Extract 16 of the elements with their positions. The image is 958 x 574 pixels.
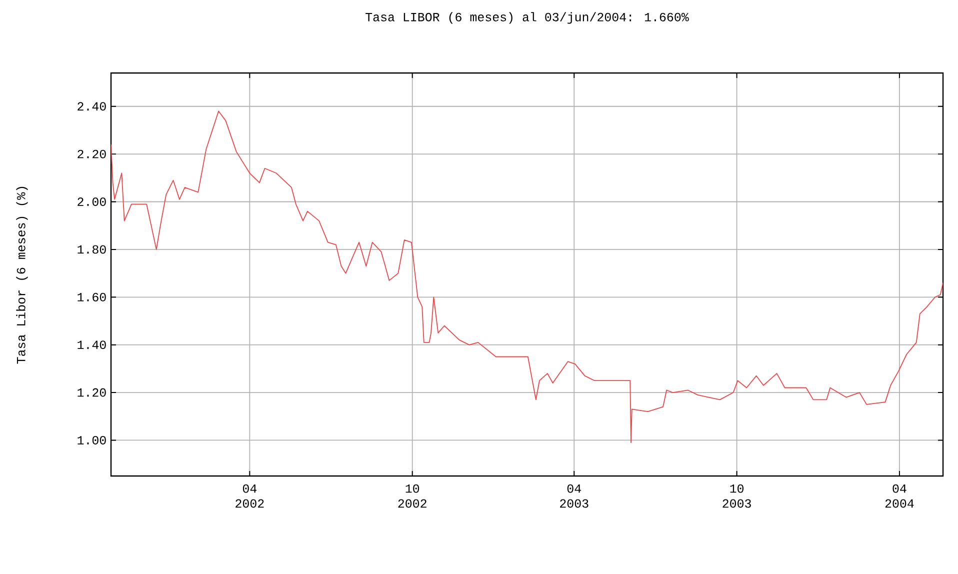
y-tick-label: 1.80 — [78, 245, 106, 254]
x-tick-label: 04 2003 — [560, 484, 588, 508]
x-tick-label: 04 2002 — [236, 484, 264, 508]
y-tick-label: 1.40 — [78, 340, 106, 350]
y-tick-label: 1.60 — [78, 292, 106, 302]
x-tick-label: 04 2004 — [885, 484, 914, 508]
y-tick-label: 1.20 — [78, 388, 106, 397]
y-axis-title: Tasa Libor (6 meses) (%) — [16, 186, 28, 364]
y-tick-label: 2.40 — [78, 102, 106, 111]
x-tick-label: 10 2003 — [722, 484, 751, 508]
line-series — [111, 110, 944, 444]
y-tick-label: 1.00 — [78, 436, 106, 444]
x-tick-label: 10 2002 — [398, 484, 426, 508]
chart-title: Tasa LIBOR (6 meses) al 03/jun/2004: 1.660% — [366, 12, 689, 24]
y-tick-label: 2.20 — [78, 150, 106, 158]
y-tick-label: 2.00 — [78, 198, 106, 206]
